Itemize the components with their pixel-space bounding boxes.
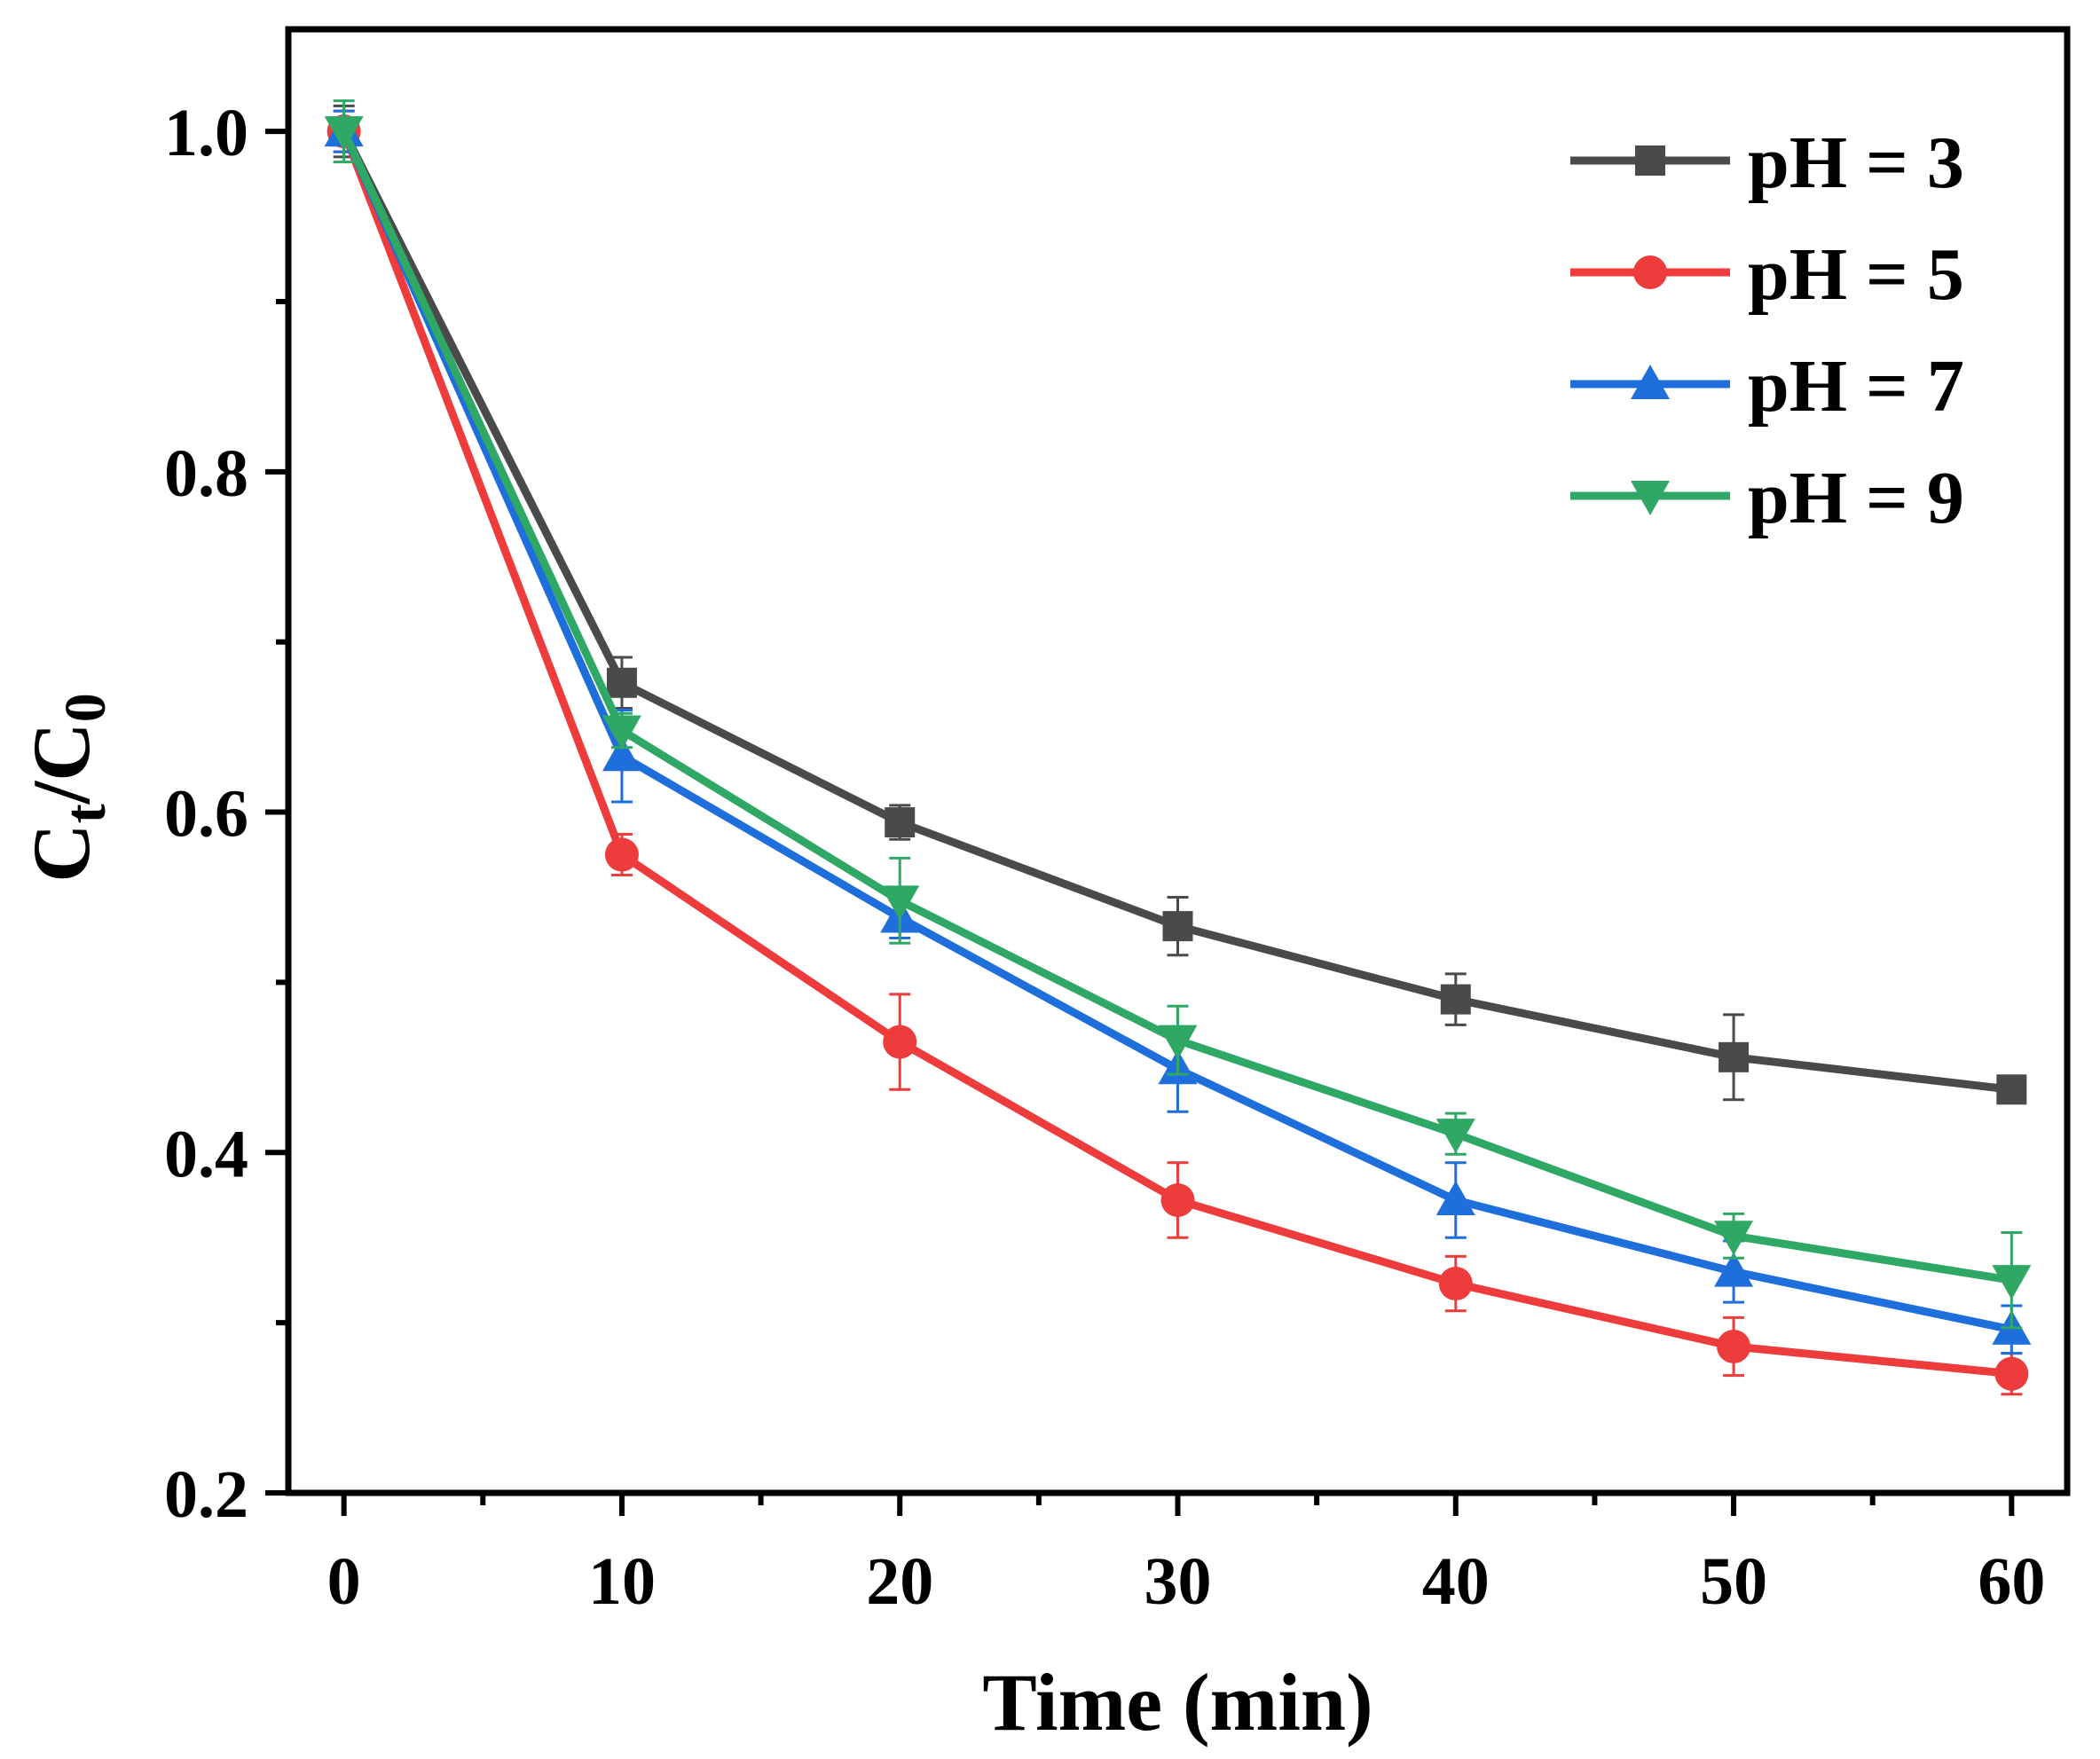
data-point [602,736,641,772]
data-point [1162,911,1193,942]
data-point [1438,1267,1473,1301]
series-2 [326,109,2029,1396]
legend-marker [1631,365,1670,399]
legend-marker [1635,145,1665,176]
data-point [1717,1330,1751,1363]
data-point [1160,1183,1195,1217]
y-axis-title-slash: / [16,780,106,805]
legend-item: pH = 3 [1570,122,1964,204]
legend-label: pH = 5 [1748,233,1964,316]
data-point [604,837,639,872]
y-axis-title-sub-t: t [53,804,118,823]
y-axis-title-c: C [16,823,106,882]
y-tick-label: 0.6 [164,777,248,852]
y-axis-title-c0: C [16,722,106,781]
legend-item: pH = 5 [1570,233,1964,316]
y-axis-title-sub-0: 0 [53,693,118,722]
x-tick-label: 60 [1978,1544,2045,1619]
x-tick-label: 50 [1700,1544,1767,1619]
data-point [885,807,916,838]
y-axis-title: Ct/C0 [16,693,118,882]
data-point [606,667,637,698]
axis-ticks [265,129,2015,1516]
legend-item: pH = 9 [1570,457,1964,539]
legend-marker [1631,481,1670,515]
legend-label: pH = 9 [1748,457,1964,539]
data-point [880,885,920,921]
x-axis-title: Time (min) [982,1657,1372,1747]
x-tick-label: 0 [327,1544,361,1619]
data-point [1158,1025,1198,1060]
data-point [1992,1265,2032,1300]
data-point [1996,1074,2027,1105]
plot-content [324,99,2032,1396]
y-tick-label: 0.4 [164,1117,248,1191]
x-tick-label: 20 [866,1544,933,1619]
x-tick-label: 10 [588,1544,656,1619]
legend-label: pH = 3 [1748,122,1964,204]
y-tick-label: 0.8 [164,436,248,511]
data-point [1440,984,1471,1015]
data-point [883,1025,917,1059]
axis-tick-labels: 0 10 20 30 40 50 60 0.2 0.4 0.6 0.8 1.0 [164,96,2045,1619]
data-point [1714,1252,1754,1287]
y-tick-label: 0.2 [164,1457,248,1532]
data-point [1994,1356,2029,1391]
x-tick-label: 30 [1144,1544,1212,1619]
data-point [602,715,641,750]
data-point [1435,1119,1475,1154]
legend-marker [1633,255,1667,289]
data-point [1435,1181,1475,1215]
x-tick-label: 40 [1422,1544,1490,1619]
y-tick-label: 1.0 [164,96,248,170]
legend-item: pH = 7 [1570,345,1964,428]
data-point [1719,1041,1750,1072]
data-point [1714,1221,1754,1256]
legend-label: pH = 7 [1748,345,1964,428]
series-4 [324,99,2032,1330]
data-point [324,116,364,152]
legend: pH = 3 pH = 5 pH = 7 pH = 9 [1570,122,1964,539]
